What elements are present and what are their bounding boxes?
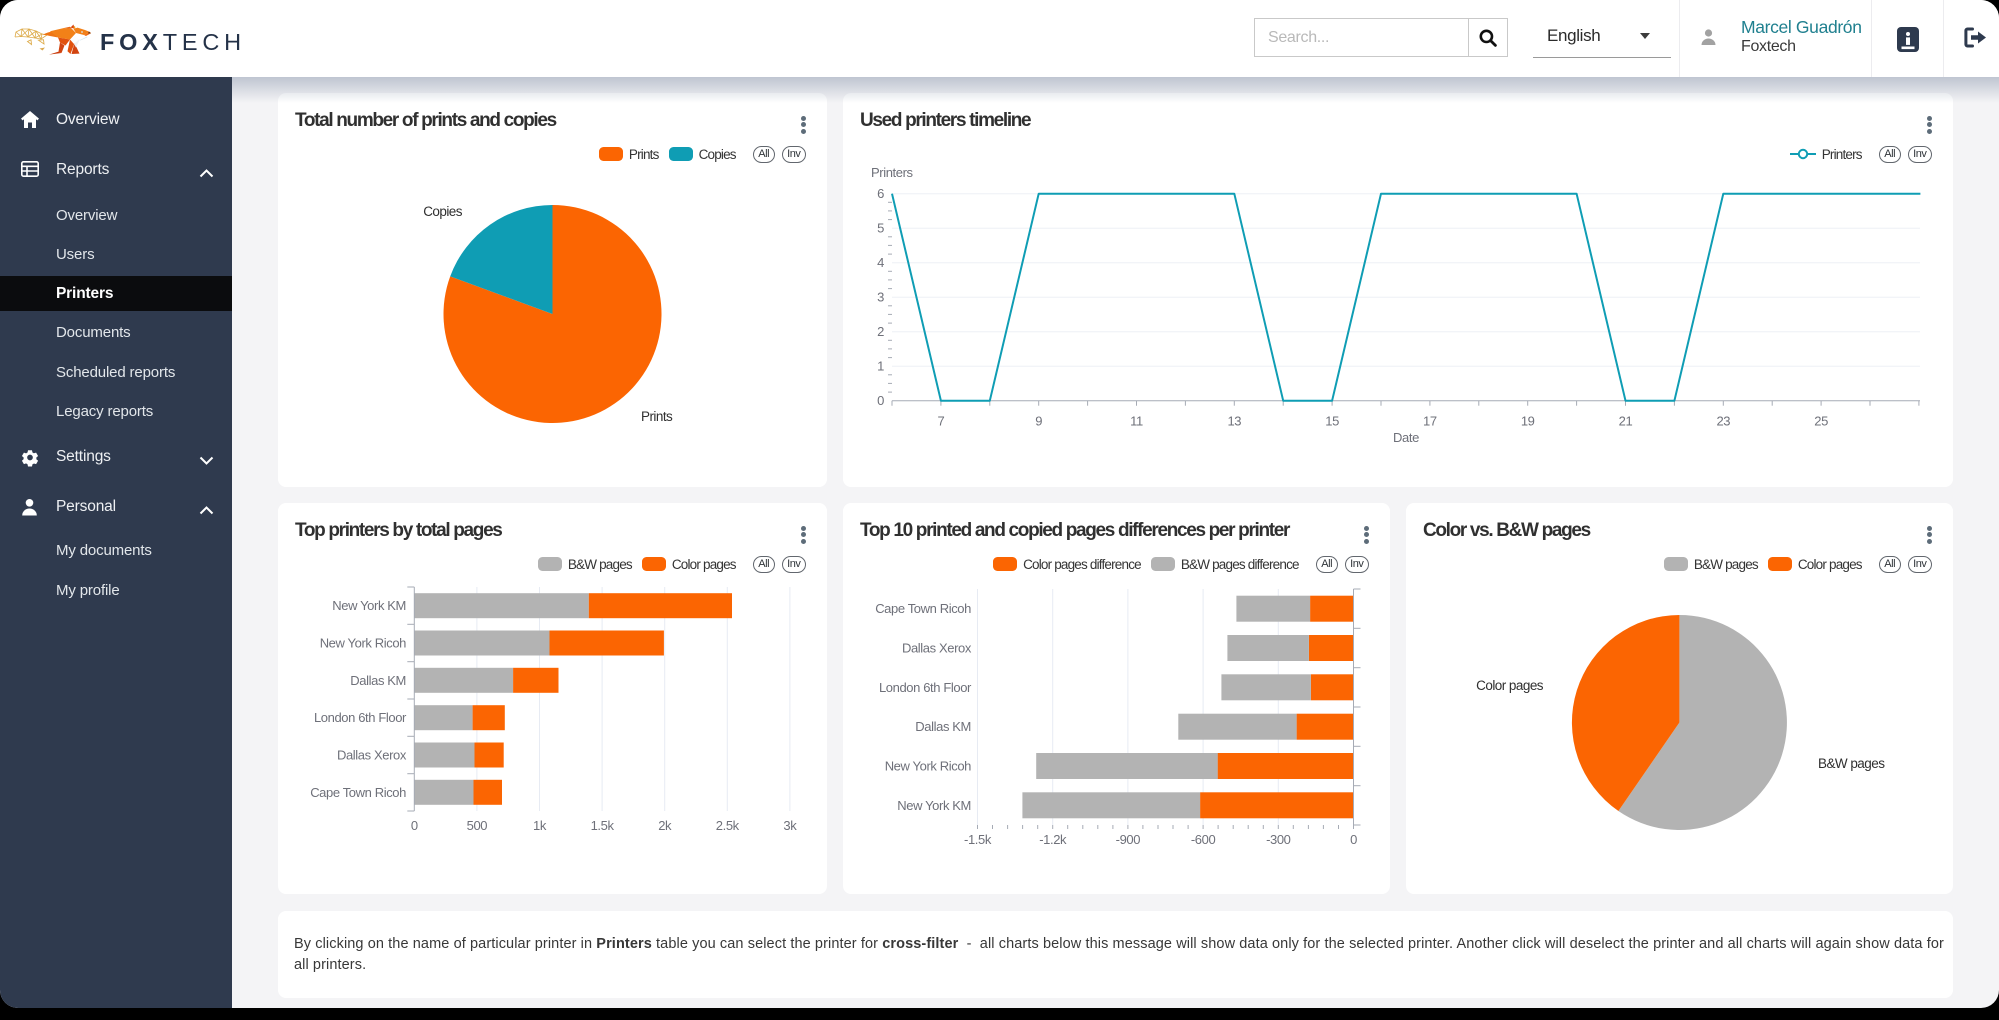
svg-text:Color pages: Color pages: [1476, 678, 1544, 693]
svg-text:1: 1: [877, 359, 884, 374]
svg-text:2k: 2k: [658, 818, 672, 833]
svg-text:6: 6: [877, 186, 884, 201]
svg-text:London 6th Floor: London 6th Floor: [314, 710, 407, 725]
svg-text:5: 5: [877, 221, 884, 236]
svg-text:19: 19: [1521, 414, 1535, 429]
svg-text:0: 0: [411, 818, 418, 833]
svg-text:B&W pages: B&W pages: [1818, 756, 1885, 771]
svg-text:3: 3: [877, 290, 884, 305]
svg-text:-1.5k: -1.5k: [964, 832, 992, 847]
svg-text:21: 21: [1619, 414, 1633, 429]
svg-text:Dallas KM: Dallas KM: [915, 719, 971, 734]
svg-text:3k: 3k: [783, 818, 797, 833]
svg-text:New York Ricoh: New York Ricoh: [885, 759, 971, 774]
svg-text:0: 0: [1350, 832, 1357, 847]
svg-text:Cape Town Ricoh: Cape Town Ricoh: [875, 601, 971, 616]
svg-text:Date: Date: [1393, 430, 1419, 445]
svg-text:London 6th Floor: London 6th Floor: [879, 680, 972, 695]
svg-text:New York Ricoh: New York Ricoh: [320, 636, 406, 651]
svg-text:1k: 1k: [533, 818, 547, 833]
svg-text:25: 25: [1814, 414, 1828, 429]
svg-text:9: 9: [1035, 414, 1042, 429]
svg-text:7: 7: [937, 414, 944, 429]
svg-text:-1.2k: -1.2k: [1039, 832, 1067, 847]
svg-text:Cape Town Ricoh: Cape Town Ricoh: [310, 785, 406, 800]
svg-text:500: 500: [467, 818, 488, 833]
svg-text:2: 2: [877, 324, 884, 339]
svg-text:4: 4: [877, 255, 884, 270]
svg-text:Printers: Printers: [871, 165, 914, 180]
svg-text:11: 11: [1130, 414, 1143, 429]
svg-text:15: 15: [1325, 414, 1339, 429]
svg-text:17: 17: [1423, 414, 1437, 429]
svg-text:New York KM: New York KM: [897, 798, 971, 813]
svg-text:2.5k: 2.5k: [716, 818, 740, 833]
svg-text:Prints: Prints: [641, 409, 673, 424]
svg-text:Dallas Xerox: Dallas Xerox: [337, 748, 407, 763]
svg-text:Dallas KM: Dallas KM: [350, 673, 406, 688]
svg-text:0: 0: [877, 393, 884, 408]
svg-text:-600: -600: [1191, 832, 1216, 847]
svg-text:13: 13: [1227, 414, 1241, 429]
svg-text:1.5k: 1.5k: [591, 818, 615, 833]
svg-text:23: 23: [1716, 414, 1730, 429]
svg-text:-900: -900: [1116, 832, 1141, 847]
svg-text:New York KM: New York KM: [332, 598, 406, 613]
svg-text:Copies: Copies: [423, 204, 463, 219]
svg-text:-300: -300: [1266, 832, 1291, 847]
svg-text:Dallas Xerox: Dallas Xerox: [902, 641, 972, 656]
